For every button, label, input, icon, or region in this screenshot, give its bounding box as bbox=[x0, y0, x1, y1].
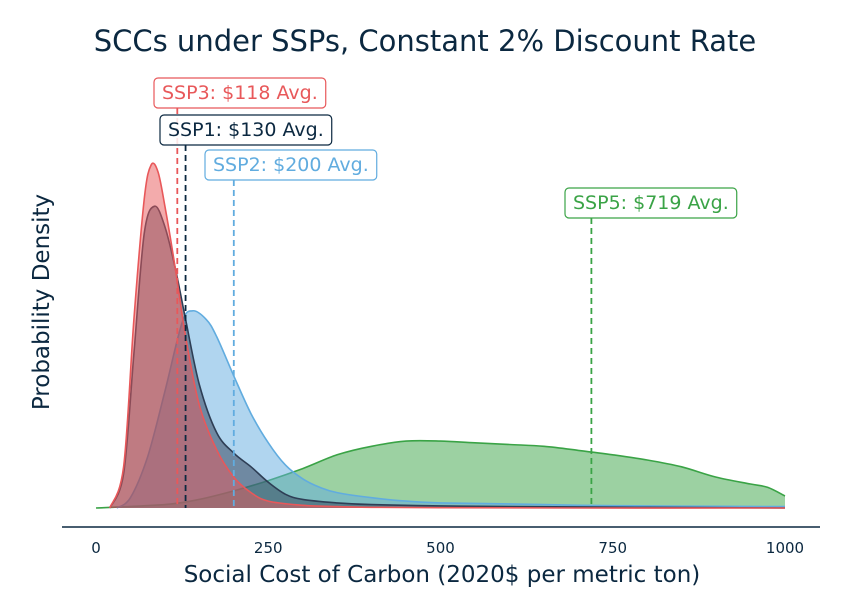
chart-title: SCCs under SSPs, Constant 2% Discount Ra… bbox=[93, 24, 757, 58]
annotation-box-1 bbox=[153, 77, 327, 109]
x-tick-label: 250 bbox=[254, 539, 283, 557]
annotation-label-1: SSP3: $118 Avg. bbox=[162, 82, 318, 104]
density-line-4 bbox=[109, 162, 786, 509]
x-tick-label: 750 bbox=[598, 539, 627, 557]
annotation-label-4: SSP5: $719 Avg. bbox=[573, 192, 729, 214]
annotation-label-3: SSP2: $200 Avg. bbox=[213, 154, 369, 176]
x-axis-label: Social Cost of Carbon (2020$ per metric … bbox=[183, 562, 701, 588]
x-tick-label: 0 bbox=[91, 539, 101, 557]
annotation-label-2: SSP1: $130 Avg. bbox=[168, 119, 324, 141]
annotation-box-3 bbox=[204, 149, 378, 181]
x-tick-label: 1000 bbox=[766, 539, 804, 557]
annotation-box-4 bbox=[564, 187, 738, 219]
annotation-box-2 bbox=[159, 114, 333, 146]
x-tick-label: 500 bbox=[426, 539, 455, 557]
